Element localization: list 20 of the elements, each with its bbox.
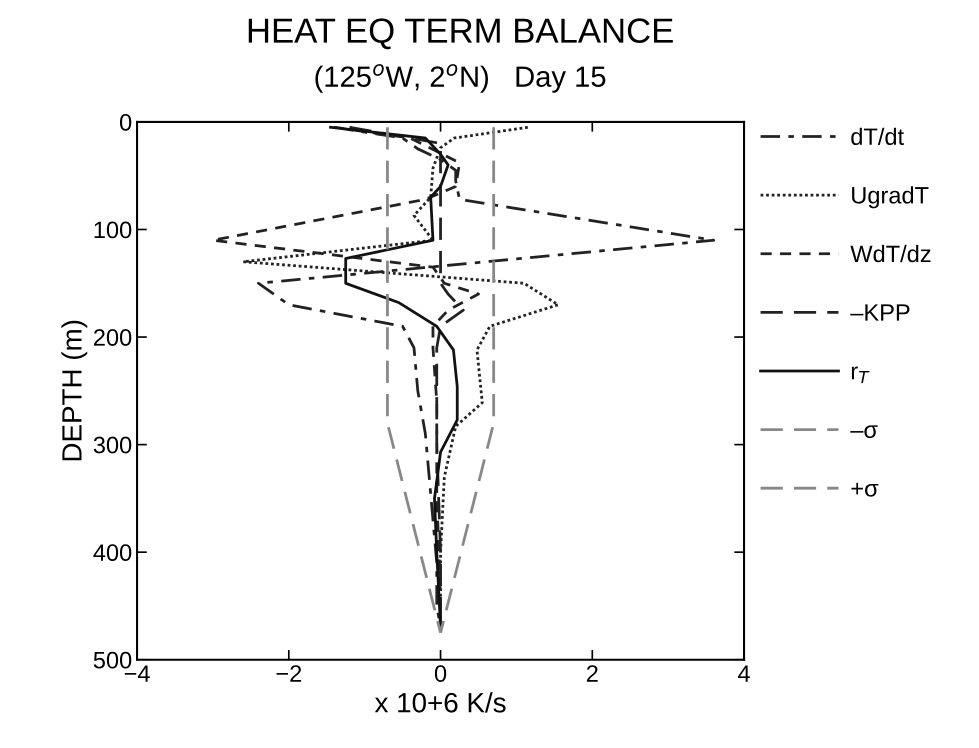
legend-label: –KPP xyxy=(850,304,910,321)
y-tick-label: 200 xyxy=(94,329,132,346)
y-tick-label: 400 xyxy=(93,544,132,561)
y-tick-label: 0 xyxy=(120,114,132,131)
legend-label: dT/dt xyxy=(851,128,904,146)
legend-label: –σ xyxy=(850,425,878,438)
legend-label: r$_{T}$ xyxy=(852,366,870,384)
x-axis-title: x 10+6 K/s xyxy=(374,692,506,713)
x-tick-label: 4 xyxy=(738,665,750,682)
x-tick-label: −2 xyxy=(276,665,302,682)
y-axis-title: DEPTH (m) xyxy=(61,320,88,460)
legend-label: UgradT xyxy=(852,186,928,208)
y-tick-label: 300 xyxy=(94,436,132,454)
y-tick-label: 100 xyxy=(94,222,132,238)
x-tick-label: 0 xyxy=(434,665,446,682)
legend-label: WdT/dz xyxy=(850,244,930,262)
x-tick-label: 2 xyxy=(586,665,598,682)
legend-label: +σ xyxy=(851,482,878,497)
chart-title: HEAT EQ TERM BALANCE xyxy=(248,18,673,50)
chart-subtitle: (125$^{o}$W, 2$^{o}$N) Day 15 xyxy=(315,64,606,93)
